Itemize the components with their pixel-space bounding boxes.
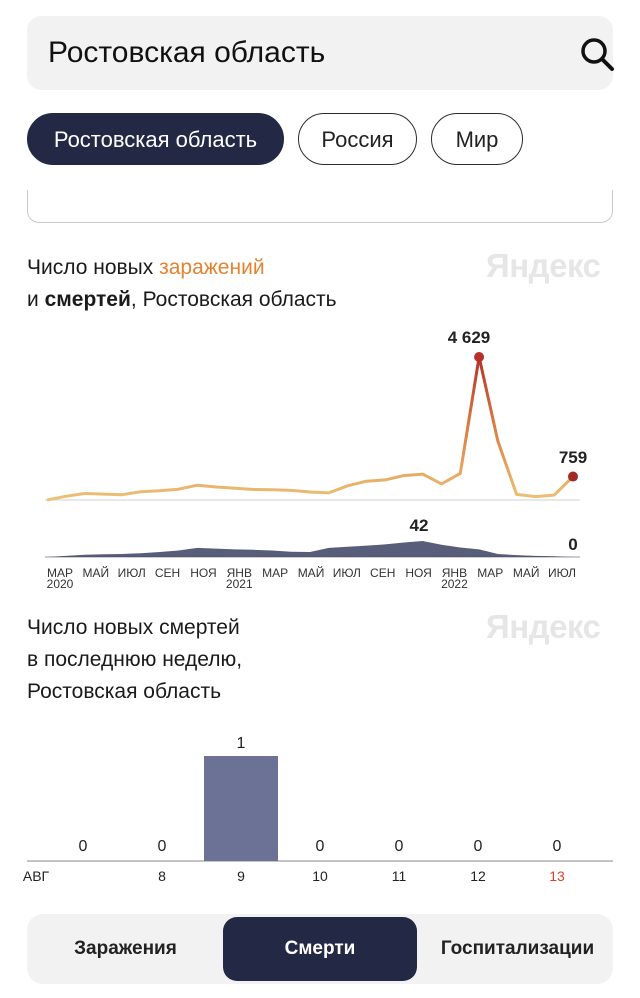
x-tick-month: ИЮЛ (333, 566, 361, 580)
bar-category-label: АВГ (23, 868, 50, 884)
x-tick-month: НОЯ (405, 566, 431, 580)
x-tick-year: 2022 (441, 577, 468, 591)
tab-deaths[interactable]: Смерти (223, 917, 417, 981)
x-tick-month: МАЙ (83, 565, 110, 580)
deaths-area (47, 541, 573, 557)
bar-value-label: 0 (395, 838, 404, 855)
deaths-peak-label: 42 (410, 516, 429, 535)
chart1-title-deaths: смертей (44, 288, 131, 311)
chart2-title: Число новых смертей в последнюю неделю, … (27, 612, 242, 708)
x-tick-month: СЕН (155, 566, 180, 580)
metric-tabs: Заражения Смерти Госпитализации (27, 914, 613, 984)
cases-line (46, 355, 575, 502)
x-tick-month: МАР (262, 566, 288, 580)
x-tick-year: 2021 (226, 577, 253, 591)
x-tick-month: МАЙ (513, 565, 540, 580)
search-bar[interactable]: Ростовская область (27, 16, 615, 90)
bar-value-label: 0 (474, 838, 483, 855)
x-tick-month: НОЯ (190, 566, 216, 580)
chart1-title-text: Число новых (27, 256, 160, 279)
collapsed-panel (27, 190, 613, 223)
weekly-deaths-chart: 0 АВГ 0 8 1 9 0 10 0 11 0 12 0 13 (23, 735, 613, 884)
chart2-title-line: в последнюю неделю, (27, 648, 243, 671)
x-tick-month: ИЮЛ (118, 566, 146, 580)
cases-last-label: 759 (559, 448, 587, 467)
chart2-title-line: Число новых смертей (27, 616, 240, 639)
chart2-title-line: Ростовская область (27, 680, 222, 703)
x-tick-month: ЯНВ (227, 566, 252, 580)
chip-rostov-oblast[interactable]: Ростовская область (27, 113, 284, 165)
chart1-title: Число новых заражений и смертей, Ростовс… (27, 252, 337, 316)
cases-peak-label: 4 629 (448, 328, 491, 347)
bar-category-label: 9 (237, 868, 245, 884)
cases-last-point (568, 471, 578, 482)
x-tick-month: ИЮЛ (548, 566, 576, 580)
bar-value-label: 0 (79, 838, 88, 855)
bar-value-label: 0 (553, 838, 562, 855)
x-tick-month: МАР (47, 566, 73, 580)
bar-category-label: 10 (312, 868, 328, 884)
search-query-text[interactable]: Ростовская область (48, 36, 326, 69)
search-icon[interactable] (579, 36, 615, 72)
chart1-title-infections: заражений (159, 256, 265, 279)
bar-value-label: 1 (237, 735, 246, 752)
yandex-watermark: Яндекс (486, 608, 601, 645)
cases-peak-point (474, 352, 485, 362)
bar-category-label: 11 (392, 868, 407, 884)
x-tick-month: МАР (477, 566, 503, 580)
bar (204, 756, 278, 861)
bar-category-label: 13 (549, 868, 565, 884)
yandex-watermark: Яндекс (486, 247, 601, 284)
bar-category-label: 8 (158, 868, 166, 884)
x-tick-month: МАЙ (298, 565, 325, 580)
x-tick-year: 2020 (47, 577, 74, 591)
deaths-last-label: 0 (568, 535, 577, 554)
bar-value-label: 0 (316, 838, 325, 855)
x-tick-month: СЕН (370, 566, 395, 580)
chart1-title-text: и (27, 288, 45, 311)
tab-infections[interactable]: Заражения (74, 938, 177, 959)
x-tick-month: ЯНВ (442, 566, 467, 580)
chip-russia[interactable]: Россия (298, 113, 417, 165)
bar-value-label: 0 (158, 838, 167, 855)
chip-world[interactable]: Мир (431, 113, 523, 165)
bar-category-label: 12 (470, 868, 486, 884)
chart1-title-region: , Ростовская область (130, 288, 337, 311)
tab-hospitalizations[interactable]: Госпитализации (440, 938, 595, 959)
